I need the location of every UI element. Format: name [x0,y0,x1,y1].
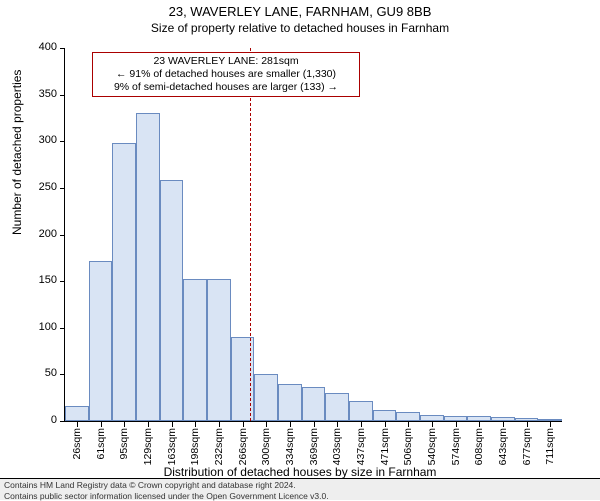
x-tick-mark [527,422,528,427]
histogram-bar [183,279,207,421]
histogram-bar [89,261,113,421]
histogram-bar [254,374,278,421]
x-tick-label: 266sqm [237,428,249,465]
histogram-bar [65,406,89,421]
histogram-bar [444,416,468,421]
x-tick-label: 26sqm [71,428,83,460]
histogram-bar [325,393,349,421]
histogram-bar [302,387,326,421]
histogram-bar [538,419,562,421]
x-tick-label: 643sqm [497,428,509,465]
x-tick-label: 574sqm [450,428,462,465]
histogram-bar [491,417,515,421]
x-tick-mark [456,422,457,427]
y-tick-label: 0 [51,414,57,426]
x-tick-label: 677sqm [521,428,533,465]
x-tick-mark [479,422,480,427]
annotation-line: 9% of semi-detached houses are larger (1… [99,81,353,94]
x-tick-label: 198sqm [189,428,201,465]
x-tick-mark [77,422,78,427]
title-line1: 23, WAVERLEY LANE, FARNHAM, GU9 8BB [0,4,600,21]
plot-area: 05010015020025030035040026sqm61sqm95sqm1… [64,48,562,422]
histogram-bar [373,410,397,421]
x-tick-mark [172,422,173,427]
footer-line1: Contains HM Land Registry data © Crown c… [4,480,596,491]
x-tick-label: 608sqm [473,428,485,465]
x-tick-label: 506sqm [402,428,414,465]
marker-vline [250,48,251,421]
y-tick-label: 50 [45,367,57,379]
title-line2: Size of property relative to detached ho… [0,21,600,37]
x-tick-label: 163sqm [166,428,178,465]
x-axis-label: Distribution of detached houses by size … [0,465,600,479]
x-tick-label: 300sqm [260,428,272,465]
y-tick-mark [60,374,65,375]
x-tick-mark [361,422,362,427]
y-tick-mark [60,188,65,189]
histogram-bar [515,418,539,421]
x-tick-label: 61sqm [95,428,107,460]
y-tick-label: 400 [39,41,57,53]
x-tick-label: 129sqm [142,428,154,465]
x-tick-mark [385,422,386,427]
x-tick-label: 540sqm [426,428,438,465]
histogram-bar [467,416,491,421]
histogram-bar [207,279,231,421]
x-tick-label: 369sqm [308,428,320,465]
x-tick-mark [101,422,102,427]
annotation-line: 23 WAVERLEY LANE: 281sqm [99,55,353,68]
x-tick-mark [266,422,267,427]
plot-clip [65,48,562,421]
histogram-bar [160,180,184,421]
title-block: 23, WAVERLEY LANE, FARNHAM, GU9 8BB Size… [0,4,600,36]
x-tick-mark [124,422,125,427]
x-tick-mark [550,422,551,427]
x-tick-label: 95sqm [118,428,130,460]
x-tick-label: 711sqm [544,428,556,465]
y-tick-label: 300 [39,134,57,146]
x-tick-mark [408,422,409,427]
histogram-bar [278,384,302,421]
x-tick-label: 471sqm [379,428,391,465]
y-tick-label: 250 [39,181,57,193]
y-tick-mark [60,95,65,96]
x-tick-mark [219,422,220,427]
figure: 23, WAVERLEY LANE, FARNHAM, GU9 8BB Size… [0,0,600,500]
histogram-bar [420,415,444,421]
annotation-box: 23 WAVERLEY LANE: 281sqm← 91% of detache… [92,52,360,97]
x-tick-label: 334sqm [284,428,296,465]
y-tick-mark [60,281,65,282]
x-tick-mark [337,422,338,427]
y-tick-mark [60,421,65,422]
x-tick-mark [314,422,315,427]
y-tick-mark [60,235,65,236]
y-axis-label: Number of detached properties [10,70,24,235]
footer: Contains HM Land Registry data © Crown c… [0,478,600,500]
x-tick-mark [195,422,196,427]
x-tick-label: 403sqm [331,428,343,465]
histogram-bar [136,113,160,421]
y-tick-label: 150 [39,274,57,286]
y-tick-mark [60,141,65,142]
x-tick-mark [243,422,244,427]
y-tick-label: 350 [39,88,57,100]
x-tick-mark [148,422,149,427]
y-tick-mark [60,328,65,329]
histogram-bar [112,143,136,421]
x-tick-label: 437sqm [355,428,367,465]
y-tick-label: 200 [39,228,57,240]
y-tick-mark [60,48,65,49]
x-tick-mark [290,422,291,427]
annotation-line: ← 91% of detached houses are smaller (1,… [99,68,353,81]
histogram-bar [396,412,420,421]
footer-line2: Contains public sector information licen… [4,491,596,501]
x-tick-label: 232sqm [213,428,225,465]
histogram-bar [349,401,373,422]
x-tick-mark [503,422,504,427]
x-tick-mark [432,422,433,427]
y-tick-label: 100 [39,321,57,333]
